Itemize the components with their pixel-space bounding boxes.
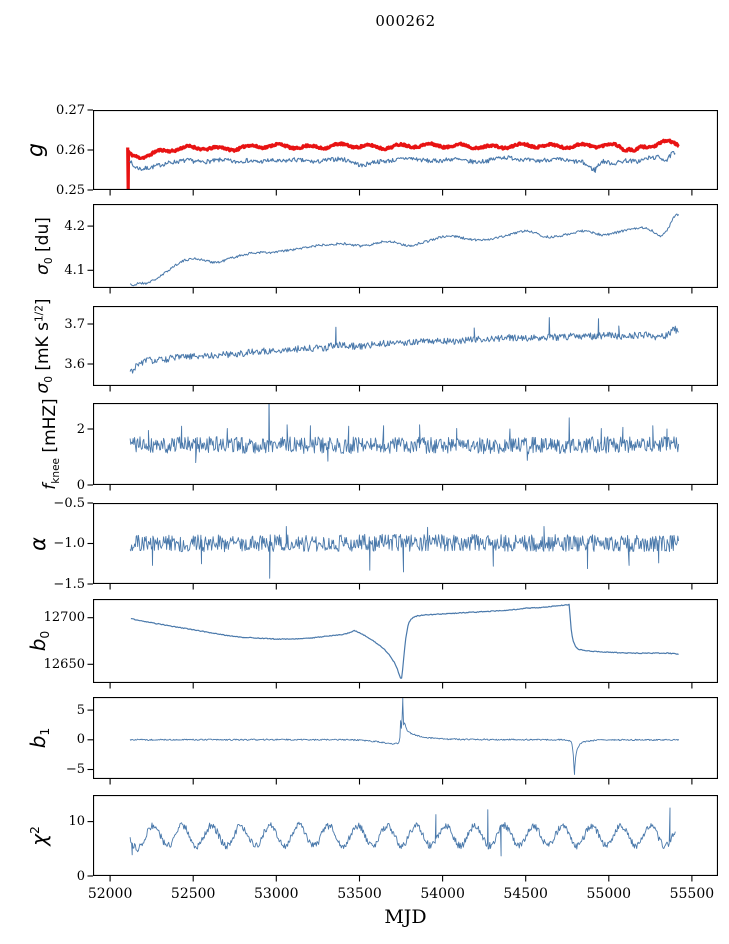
y-axis-label-alpha: α xyxy=(26,536,50,551)
panel-g: 0.25 0.26 0.27 g xyxy=(24,103,719,198)
y-tick-label: 3.6 xyxy=(64,356,85,372)
panel-sigma0-du: 4.1 4.2 σ0 [du] xyxy=(33,204,719,294)
y-tick-label: 0.27 xyxy=(56,102,85,118)
y-tick-label: 4.2 xyxy=(64,218,85,234)
panel-b1-canvas xyxy=(87,697,719,785)
y-tick-label: −1.0 xyxy=(53,536,85,551)
panel-b0: 12650 12700 b0 xyxy=(26,599,719,689)
y-tick-label: 5 xyxy=(76,702,85,718)
series-b0 xyxy=(130,603,679,679)
series-sigma0-mks xyxy=(129,317,679,374)
y-tick-label: 0.25 xyxy=(56,182,85,198)
y-tick-label: 0 xyxy=(76,477,85,493)
panel-chi2: 0 10 χ2 xyxy=(27,795,719,884)
y-tick-label: 2 xyxy=(76,421,85,437)
panel-chi2-canvas xyxy=(87,795,719,882)
panel-fknee-canvas xyxy=(87,403,719,491)
y-tick-label: 3.7 xyxy=(64,316,85,332)
panel-alpha-canvas xyxy=(87,502,719,590)
y-tick-label: 12700 xyxy=(43,610,85,626)
series-b1 xyxy=(129,698,679,775)
panel-border xyxy=(93,795,719,877)
x-tick-label: 54000 xyxy=(420,886,465,902)
panel-border xyxy=(93,110,719,191)
panel-border xyxy=(93,503,719,585)
panel-b0-canvas xyxy=(87,599,719,689)
panel-b1: −5 0 5 b1 xyxy=(26,697,719,785)
y-axis-label-b1: b1 xyxy=(25,727,53,749)
y-tick-label: 4.1 xyxy=(64,262,85,278)
y-tick-label: 10 xyxy=(68,814,85,830)
x-tick-labels: 52000 52500 53000 53500 54000 54500 55000 55500 xyxy=(0,886,729,904)
panel-sigma0-mks-canvas xyxy=(87,306,719,392)
x-tick-label: 55500 xyxy=(669,886,715,902)
series-sigma0-du xyxy=(129,213,680,287)
y-tick-label: 0 xyxy=(76,732,85,748)
x-tick-label: 55000 xyxy=(586,886,632,902)
panel-border xyxy=(93,403,719,486)
y-tick-label: −5 xyxy=(65,762,85,777)
y-axis-label-fknee: fknee [mHZ] xyxy=(40,398,62,490)
series-chi2 xyxy=(129,807,676,857)
y-axis-label-sigma0-mks: σ0 [mK s1/2] xyxy=(33,298,55,394)
x-tick-label: 52000 xyxy=(87,886,133,902)
x-tick-label: 53000 xyxy=(254,886,299,902)
series-alpha xyxy=(129,526,680,579)
series-g-blue xyxy=(129,150,676,173)
panel-border xyxy=(93,697,719,780)
series-fknee xyxy=(129,403,680,464)
y-tick-label: −1.5 xyxy=(53,576,85,592)
y-tick-label: 12650 xyxy=(43,656,85,672)
x-tick-label: 54500 xyxy=(503,886,548,902)
y-axis-label-chi2: χ2 xyxy=(27,825,51,846)
panel-g-canvas xyxy=(87,109,719,196)
panel-border xyxy=(93,599,719,684)
y-axis-label-sigma0-du: σ0 [du] xyxy=(33,217,55,275)
y-tick-label: −0.5 xyxy=(53,495,85,511)
panel-sigma0-mks: 3.6 3.7 σ0 [mK s1/2] xyxy=(33,298,719,394)
x-tick-label: 53500 xyxy=(337,886,382,902)
y-tick-label: 0 xyxy=(76,868,85,884)
y-axis-label-g: g xyxy=(23,143,49,157)
panel-border xyxy=(93,204,719,289)
y-axis-label-b0: b0 xyxy=(25,630,53,652)
panel-sigma0-du-canvas xyxy=(87,204,719,294)
series-g-red xyxy=(126,138,680,190)
x-tick-label: 52500 xyxy=(170,886,216,902)
x-axis-label: MJD xyxy=(384,906,427,928)
y-tick-label: 0.26 xyxy=(56,142,85,158)
figure-title: 000262 xyxy=(375,12,436,30)
panel-border xyxy=(93,306,719,387)
panel-fknee: 0 2 fknee [mHZ] xyxy=(40,398,719,493)
panel-alpha: −0.5 −1.0 −1.5 α xyxy=(26,496,719,592)
